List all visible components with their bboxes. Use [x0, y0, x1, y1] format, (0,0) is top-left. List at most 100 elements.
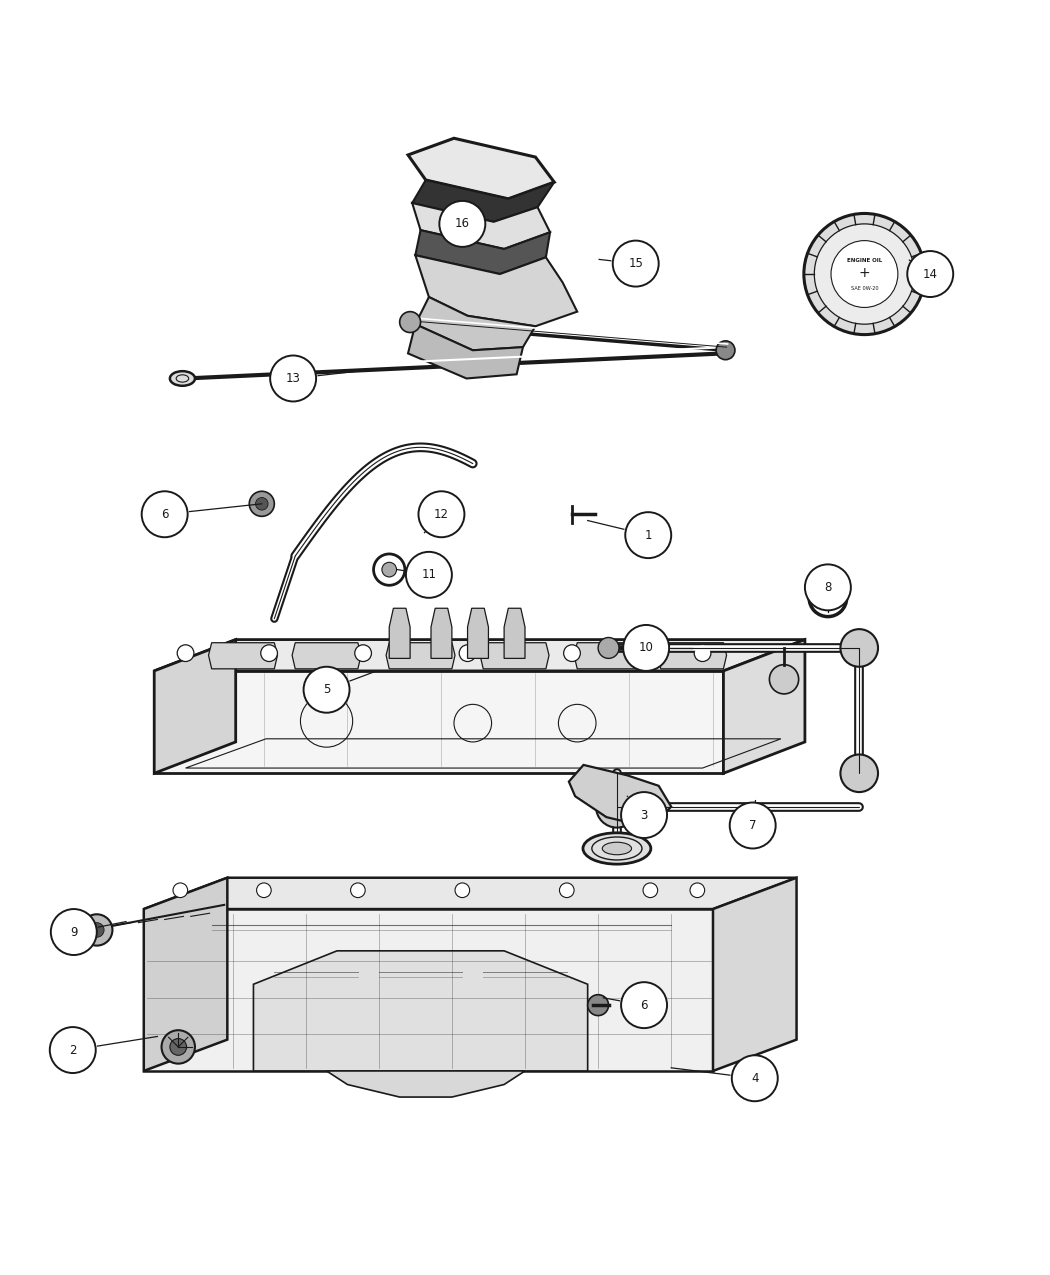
Circle shape — [260, 645, 277, 662]
Circle shape — [177, 645, 194, 662]
Polygon shape — [480, 643, 549, 669]
Text: 6: 6 — [640, 998, 648, 1011]
Circle shape — [459, 645, 476, 662]
Circle shape — [588, 994, 609, 1016]
Circle shape — [406, 552, 452, 598]
Polygon shape — [408, 324, 523, 379]
Circle shape — [598, 638, 620, 658]
Polygon shape — [154, 671, 723, 773]
Polygon shape — [416, 297, 536, 351]
Circle shape — [624, 625, 669, 671]
Circle shape — [81, 914, 112, 946]
Polygon shape — [569, 765, 671, 827]
Polygon shape — [430, 608, 452, 658]
Circle shape — [622, 792, 667, 838]
Text: 7: 7 — [749, 819, 756, 833]
Text: 8: 8 — [824, 581, 832, 594]
Text: 2: 2 — [69, 1043, 77, 1057]
Circle shape — [256, 884, 271, 898]
Circle shape — [439, 201, 485, 247]
Circle shape — [716, 340, 735, 360]
Circle shape — [613, 241, 658, 287]
Polygon shape — [209, 643, 277, 669]
Circle shape — [647, 645, 664, 662]
Circle shape — [840, 629, 878, 667]
Circle shape — [419, 491, 464, 537]
Text: 4: 4 — [751, 1072, 758, 1085]
Circle shape — [907, 251, 953, 297]
Polygon shape — [292, 643, 361, 669]
Polygon shape — [154, 640, 235, 773]
Text: 12: 12 — [434, 507, 449, 520]
Circle shape — [142, 491, 188, 537]
Polygon shape — [144, 877, 797, 909]
Polygon shape — [713, 877, 797, 1071]
Text: 14: 14 — [923, 268, 938, 280]
Polygon shape — [413, 180, 554, 222]
Polygon shape — [657, 643, 727, 669]
Circle shape — [355, 645, 372, 662]
Polygon shape — [504, 608, 525, 658]
Text: ENGINE OIL: ENGINE OIL — [846, 258, 882, 263]
Circle shape — [804, 213, 925, 334]
Polygon shape — [408, 138, 554, 199]
Circle shape — [625, 513, 671, 558]
Circle shape — [249, 491, 274, 516]
Circle shape — [840, 755, 878, 792]
Text: 6: 6 — [161, 507, 168, 520]
Circle shape — [162, 1030, 195, 1063]
Polygon shape — [144, 877, 228, 1071]
Circle shape — [805, 565, 851, 611]
Text: 9: 9 — [70, 926, 78, 938]
Polygon shape — [413, 203, 550, 249]
Circle shape — [564, 645, 581, 662]
Text: 16: 16 — [455, 218, 469, 231]
Polygon shape — [154, 640, 805, 671]
Ellipse shape — [603, 843, 631, 854]
Text: 1: 1 — [645, 529, 652, 542]
Circle shape — [596, 785, 637, 827]
Circle shape — [560, 884, 574, 898]
Text: 3: 3 — [640, 808, 648, 821]
Circle shape — [49, 1028, 96, 1074]
Circle shape — [270, 356, 316, 402]
Text: 5: 5 — [322, 683, 331, 696]
Ellipse shape — [583, 833, 651, 864]
Text: 11: 11 — [421, 569, 437, 581]
Circle shape — [89, 923, 104, 937]
Circle shape — [170, 1039, 187, 1056]
Circle shape — [643, 884, 657, 898]
Polygon shape — [416, 231, 550, 274]
Circle shape — [622, 982, 667, 1028]
Ellipse shape — [170, 371, 195, 386]
Polygon shape — [390, 608, 411, 658]
Circle shape — [50, 909, 97, 955]
Polygon shape — [574, 643, 643, 669]
Circle shape — [815, 224, 915, 324]
Circle shape — [690, 884, 705, 898]
Circle shape — [455, 884, 469, 898]
Circle shape — [694, 645, 711, 662]
Circle shape — [303, 667, 350, 713]
Polygon shape — [386, 643, 455, 669]
Polygon shape — [467, 608, 488, 658]
Circle shape — [770, 664, 799, 694]
Text: 13: 13 — [286, 372, 300, 385]
Circle shape — [255, 497, 268, 510]
Text: SAE 0W-20: SAE 0W-20 — [850, 286, 878, 291]
Circle shape — [400, 311, 421, 333]
Circle shape — [831, 241, 898, 307]
Polygon shape — [144, 909, 713, 1071]
Polygon shape — [723, 640, 805, 773]
Circle shape — [351, 884, 365, 898]
Circle shape — [732, 1056, 778, 1102]
Circle shape — [382, 562, 397, 576]
Text: +: + — [859, 266, 870, 280]
Text: 10: 10 — [638, 641, 653, 654]
Polygon shape — [416, 255, 578, 326]
Circle shape — [730, 802, 776, 848]
Text: 15: 15 — [628, 258, 644, 270]
Polygon shape — [327, 1071, 525, 1096]
Polygon shape — [253, 951, 588, 1071]
Circle shape — [173, 884, 188, 898]
